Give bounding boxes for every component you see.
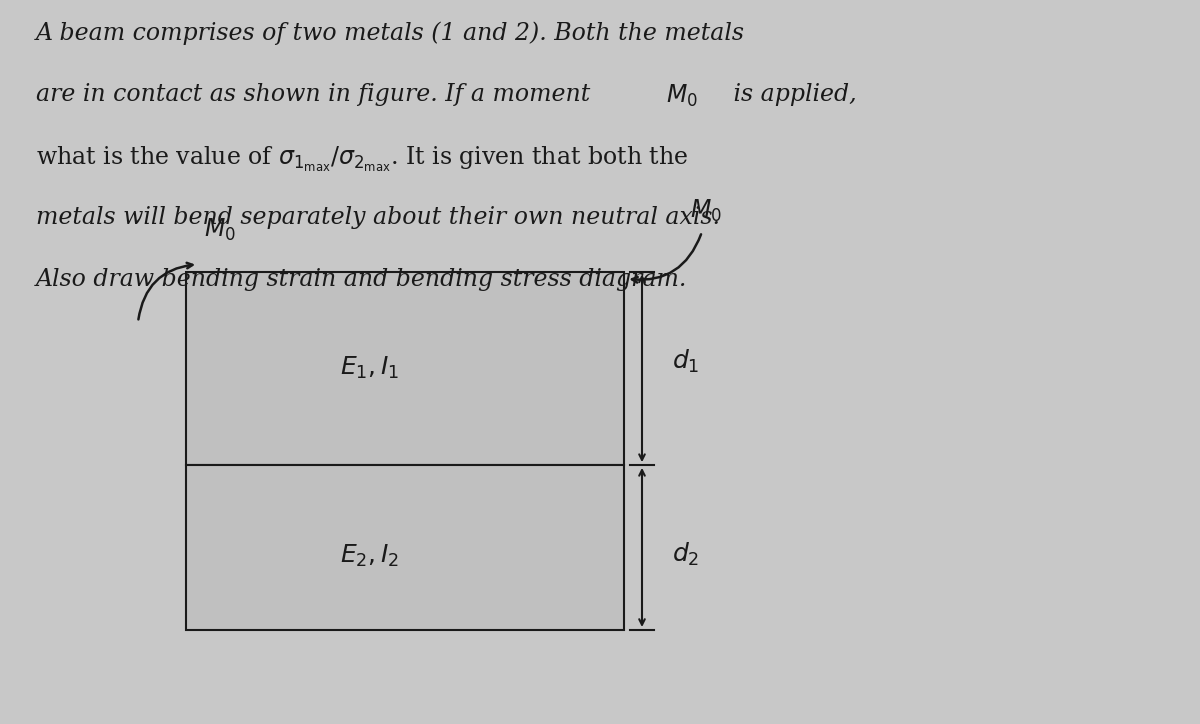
- Text: metals will bend separately about their own neutral axis.: metals will bend separately about their …: [36, 206, 720, 230]
- Text: $E_1, I_1$: $E_1, I_1$: [341, 355, 400, 382]
- Bar: [186, 272, 624, 465]
- Text: $M_0$: $M_0$: [204, 216, 236, 243]
- Text: Also draw bending strain and bending stress diagram.: Also draw bending strain and bending str…: [36, 268, 688, 291]
- Text: $M_0$: $M_0$: [666, 83, 698, 109]
- Text: is applied,: is applied,: [726, 83, 857, 106]
- Text: $E_2, I_2$: $E_2, I_2$: [341, 542, 400, 569]
- Text: A beam comprises of two metals (1 and 2). Both the metals: A beam comprises of two metals (1 and 2)…: [36, 22, 745, 46]
- Text: $d_2$: $d_2$: [672, 541, 700, 568]
- Text: $M_0$: $M_0$: [690, 198, 722, 224]
- Text: are in contact as shown in figure. If a moment: are in contact as shown in figure. If a …: [36, 83, 598, 106]
- Bar: [186, 465, 624, 630]
- Text: what is the value of $\sigma_{1_{\max}}/\sigma_{2_{\max}}$. It is given that bot: what is the value of $\sigma_{1_{\max}}/…: [36, 145, 689, 174]
- Text: $d_1$: $d_1$: [672, 348, 700, 374]
